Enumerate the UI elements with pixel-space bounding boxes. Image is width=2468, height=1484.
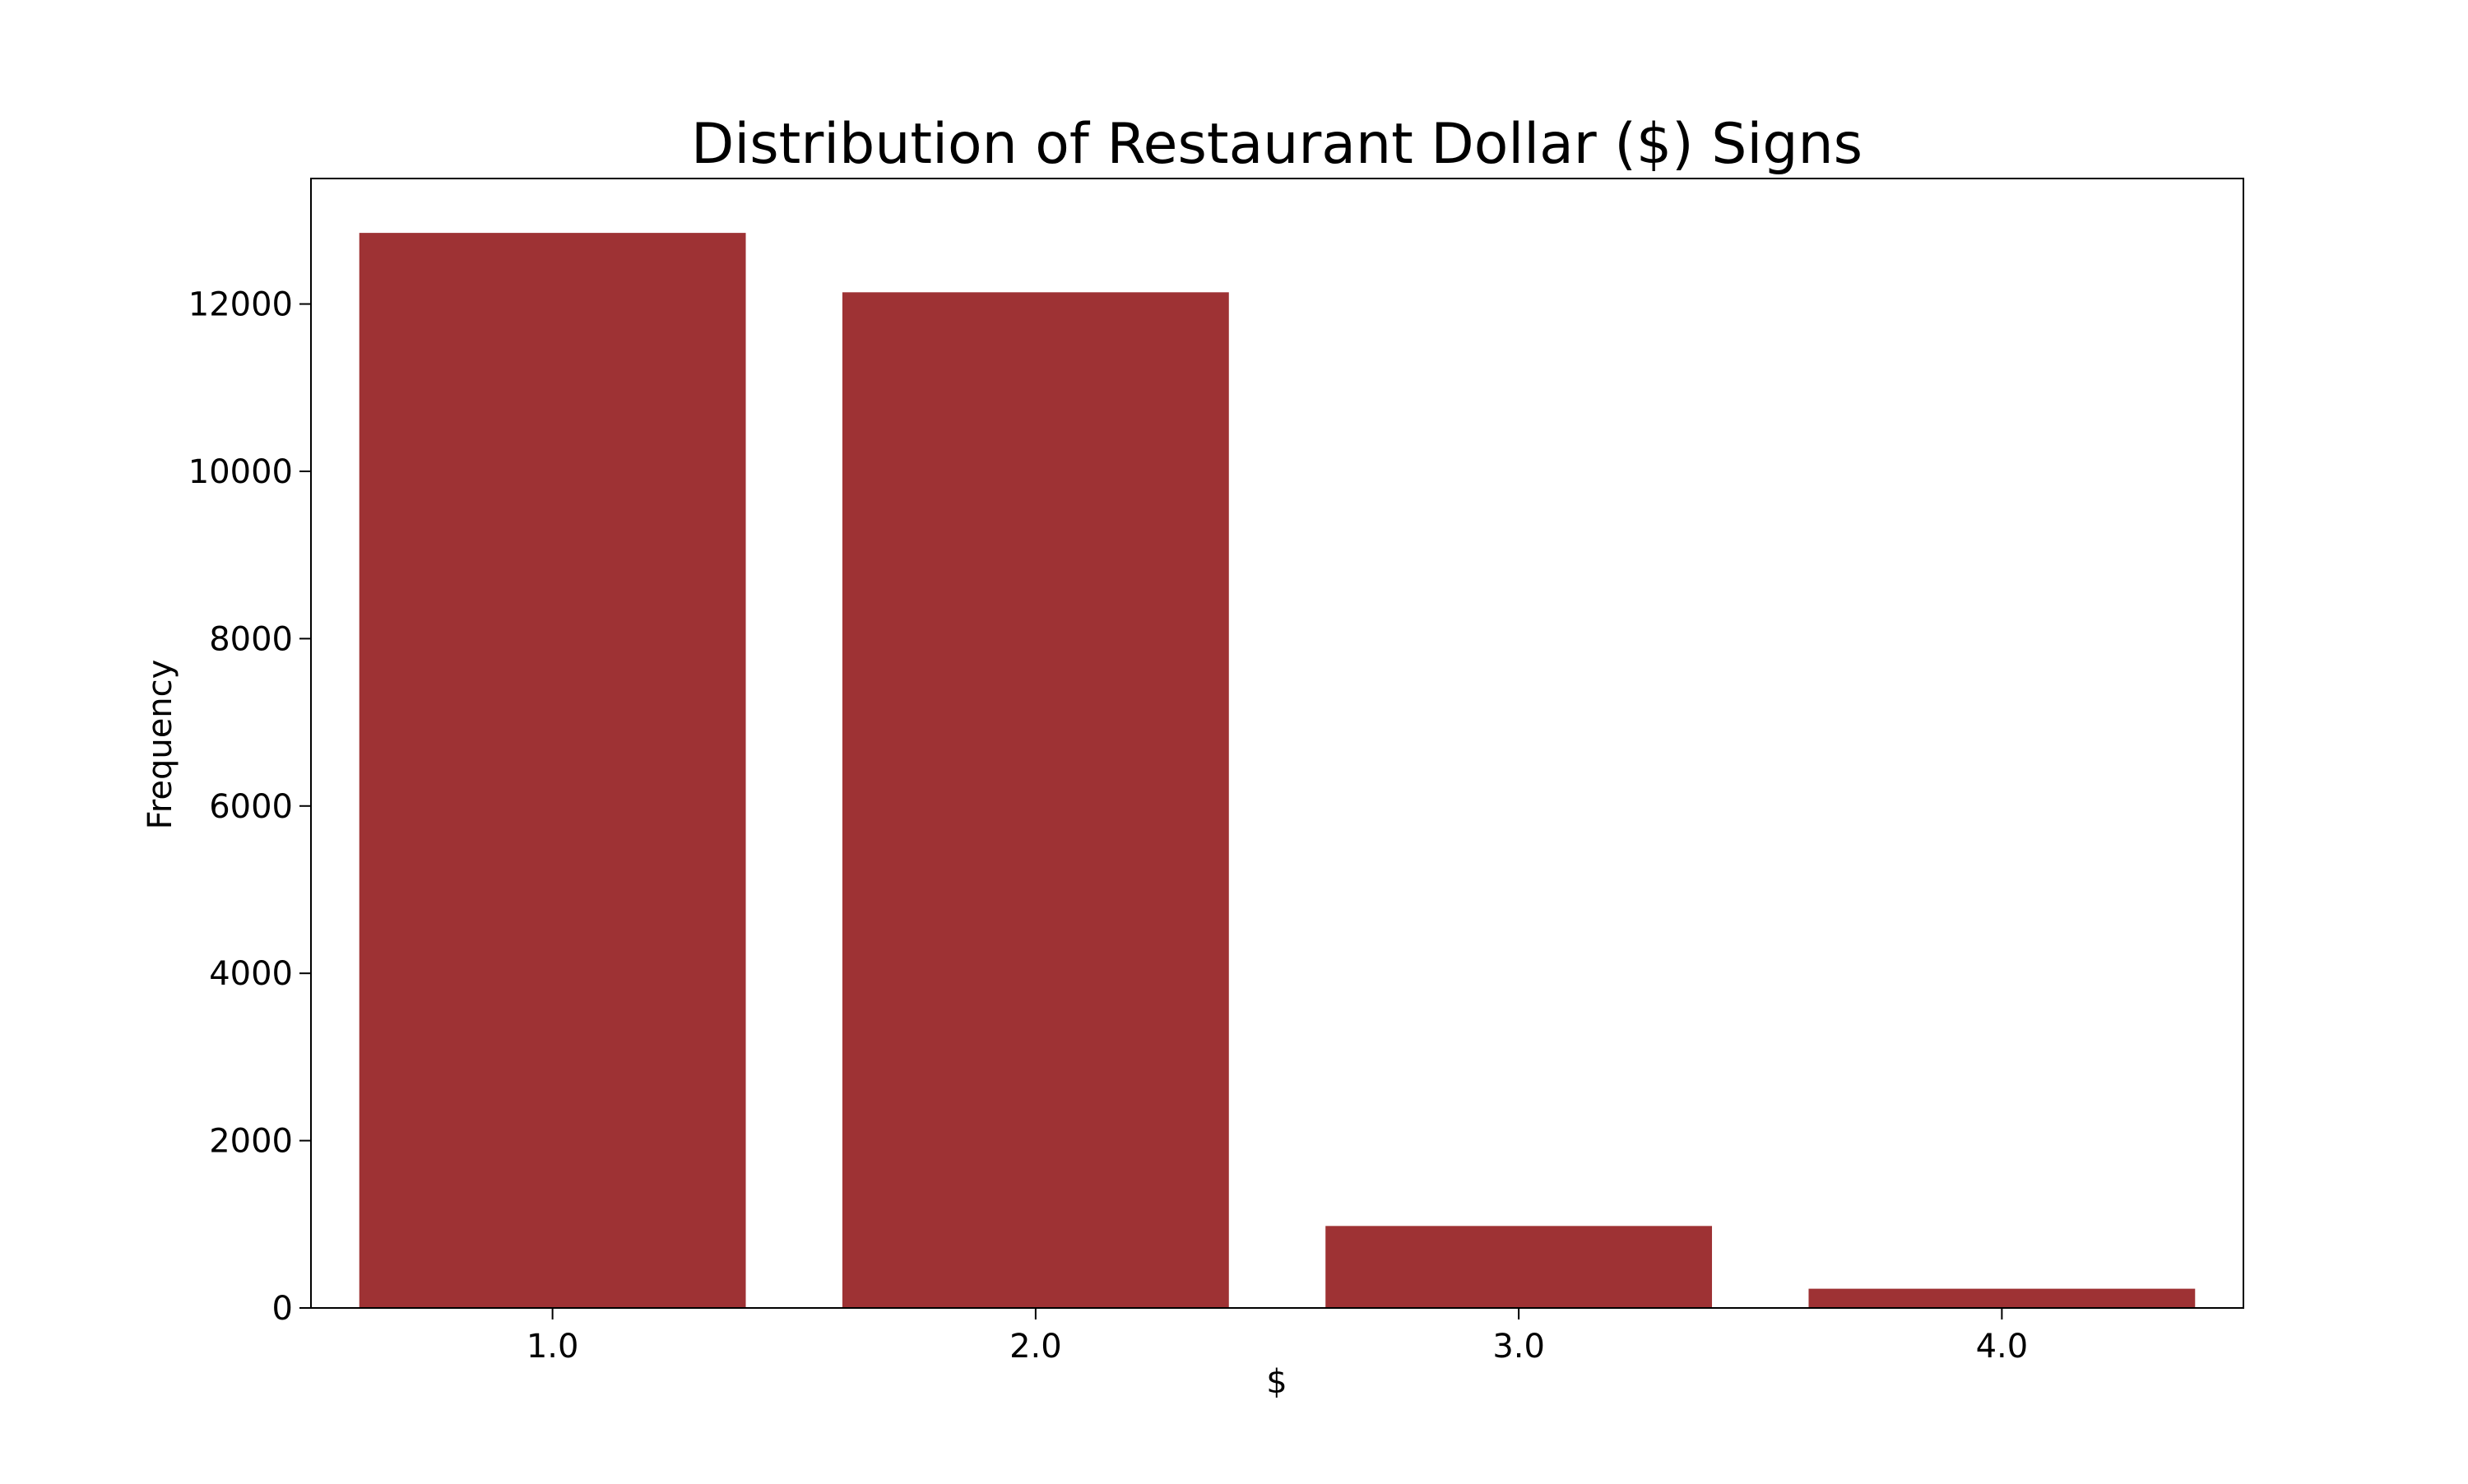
y-tick-label: 12000 xyxy=(188,286,293,324)
y-axis-label: Frequency xyxy=(141,660,179,830)
chart-title: Distribution of Restaurant Dollar ($) Si… xyxy=(691,112,1863,177)
x-axis-label: $ xyxy=(1266,1363,1287,1401)
y-tick-label: 8000 xyxy=(209,620,293,658)
plot-frame xyxy=(310,178,2244,1309)
x-tick-label: 4.0 xyxy=(1976,1328,2029,1366)
bar-1.0 xyxy=(359,233,746,1308)
x-axis-ticks: 1.0 2.0 3.0 4.0 xyxy=(527,1308,2028,1366)
bars-group xyxy=(359,233,2196,1309)
y-tick-label: 4000 xyxy=(209,955,293,993)
x-tick-label: 1.0 xyxy=(527,1328,579,1366)
x-tick-label: 3.0 xyxy=(1492,1328,1545,1366)
bar-2.0 xyxy=(842,292,1229,1309)
y-tick-label: 6000 xyxy=(209,788,293,826)
x-tick-label: 2.0 xyxy=(1009,1328,1062,1366)
y-axis-ticks: 0 2000 4000 6000 8000 10000 12000 xyxy=(188,286,311,1328)
bar-3.0 xyxy=(1325,1226,1713,1308)
y-tick-label: 0 xyxy=(272,1290,293,1328)
y-tick-label: 10000 xyxy=(188,453,293,491)
bar-4.0 xyxy=(1808,1288,2196,1308)
y-tick-label: 2000 xyxy=(209,1123,293,1161)
